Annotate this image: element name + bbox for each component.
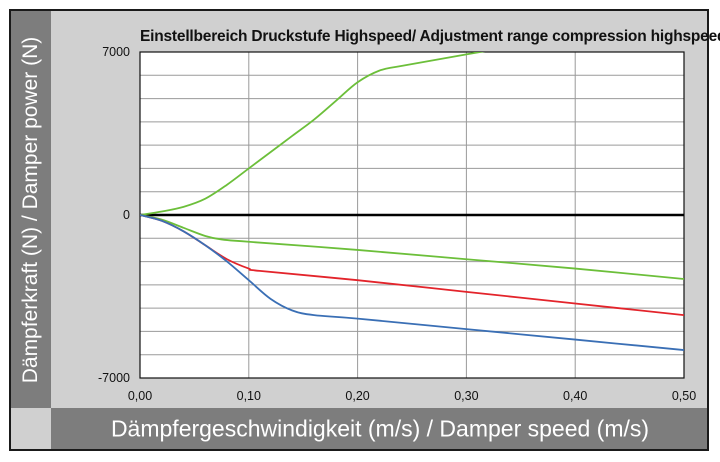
x-axis-label: Dämpfergeschwindigkeit (m/s) / Damper sp… [110, 415, 650, 442]
y-tick-label: 7000 [102, 45, 130, 59]
x-tick-label: 0,50 [672, 389, 696, 403]
x-tick-label: 0,20 [345, 389, 369, 403]
x-tick-label: 0,40 [563, 389, 587, 403]
x-tick-label: 0,00 [128, 389, 152, 403]
chart-title: Einstellbereich Druckstufe Highspeed/ Ad… [140, 28, 720, 45]
series-line-1 [140, 52, 486, 216]
x-tick-label: 0,30 [454, 389, 478, 403]
x-axis-band [51, 408, 707, 449]
y-tick-label: 0 [123, 208, 130, 222]
y-axis-band [11, 11, 51, 408]
corner-block [11, 408, 51, 449]
x-tick-label: 0,10 [237, 389, 261, 403]
y-tick-label: -7000 [98, 371, 130, 385]
series-line-2 [140, 214, 684, 280]
series-line-4 [140, 214, 684, 351]
